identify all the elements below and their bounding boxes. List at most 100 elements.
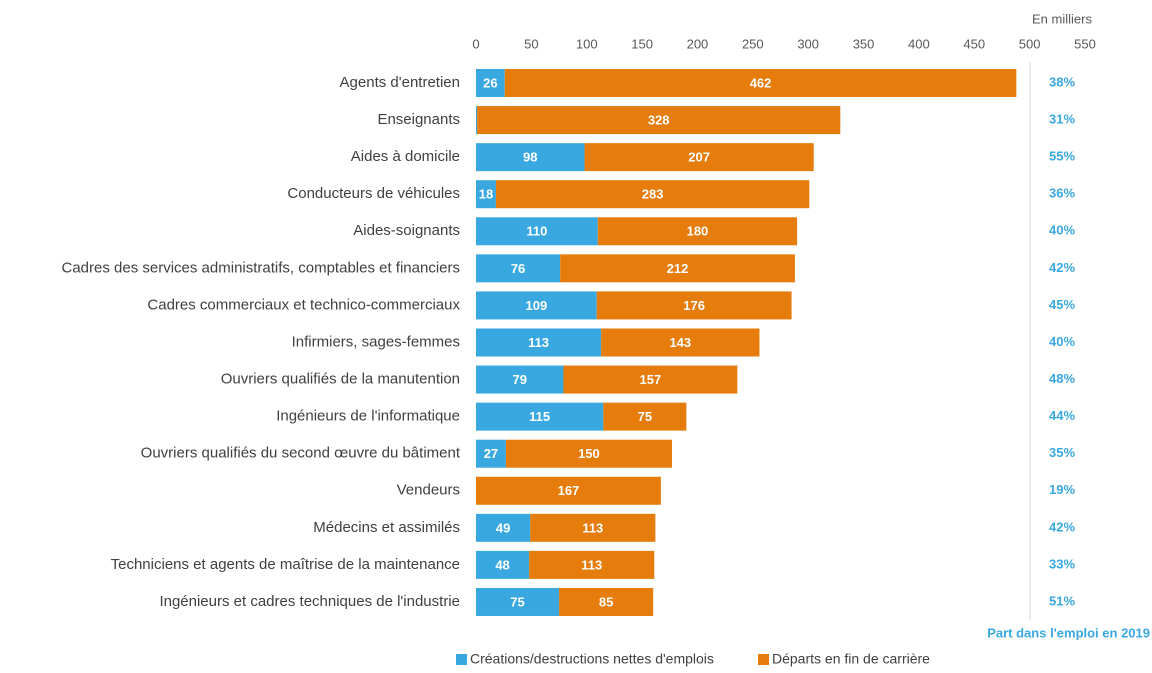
value-label: 207 [688,150,710,165]
category-label: Ingénieurs de l'informatique [276,408,460,425]
bar-segment [476,550,530,579]
category-label: Médecins et assimilés [313,519,460,536]
category-label: Cadres commerciaux et technico-commercia… [147,296,460,313]
category-label: Conducteurs de véhicules [287,185,460,202]
value-label: 462 [750,75,772,90]
x-tick-label: 500 [1019,36,1041,51]
x-tick-label: 200 [687,36,709,51]
unit-label: En milliers [1032,11,1092,26]
bar-segment [530,513,656,542]
legend-swatch [758,654,769,665]
value-label: 113 [582,520,603,535]
x-tick-label: 400 [908,36,930,51]
bar-segment [601,328,760,357]
bar-segment [476,587,560,616]
share-label: 45% [1049,297,1075,312]
value-label: 79 [513,372,527,387]
bar-segment [476,254,561,283]
category-label: Vendeurs [397,482,460,499]
bar-segment [603,402,687,431]
bar-segment [476,291,597,320]
value-label: 113 [581,557,602,572]
category-label: Cadres des services administratifs, comp… [62,259,461,276]
share-label: 31% [1049,112,1075,127]
category-label: Enseignants [377,111,460,128]
value-label: 328 [648,113,670,128]
value-label: 212 [667,261,689,276]
bar-segment [476,365,564,394]
category-label: Aides à domicile [351,148,460,165]
value-label: 113 [528,335,549,350]
bar-segment [476,328,602,357]
bar-segment [596,291,792,320]
category-label: Techniciens et agents de maîtrise de la … [111,556,460,573]
value-label: 150 [578,446,600,461]
value-label: 48 [495,557,509,572]
bar-segment [559,587,654,616]
value-label: 283 [642,187,664,202]
bar-segment [563,365,738,394]
share-label: 40% [1049,223,1075,238]
share-label: 35% [1049,445,1075,460]
bar-segment [495,180,810,209]
legend-label: Départs en fin de carrière [772,651,930,667]
share-label: 48% [1049,371,1075,386]
bar-segment [476,106,478,135]
legend-swatch [456,654,467,665]
value-label: 26 [483,75,497,90]
category-label: Agents d'entretien [340,74,460,91]
x-tick-label: 50 [524,36,538,51]
x-tick-label: 300 [797,36,819,51]
category-label: Ouvriers qualifiés de la manutention [221,371,460,388]
bar-segment [504,69,1017,97]
category-label: Ouvriers qualifiés du second œuvre du bâ… [141,445,461,462]
value-label: 143 [669,335,691,350]
share-label: 19% [1049,482,1075,497]
value-label: 27 [484,446,498,461]
value-label: 98 [523,150,537,165]
value-label: 180 [687,224,709,239]
value-label: 49 [496,520,510,535]
bar-segment [477,106,841,135]
value-label: 115 [529,409,550,424]
share-label: 51% [1049,593,1075,608]
share-label: 33% [1049,556,1075,571]
bar-segment [476,69,505,97]
share-title: Part dans l'emploi en 2019 [987,625,1150,640]
value-label: 75 [638,409,652,424]
x-tick-label: 100 [576,36,598,51]
legend-label: Créations/destructions nettes d'emplois [470,651,714,667]
bar-segment [505,439,672,468]
bar-segment [584,143,814,172]
bar-segment [597,217,798,246]
bar-segment [476,439,506,468]
value-label: 167 [558,483,580,498]
bar-segment [476,217,598,246]
value-label: 176 [683,298,705,313]
category-label: Infirmiers, sages-femmes [292,333,460,350]
x-tick-label: 0 [472,36,479,51]
value-label: 18 [479,187,493,202]
category-label: Ingénieurs et cadres techniques de l'ind… [159,593,460,610]
x-tick-label: 550 [1074,36,1096,51]
value-label: 85 [599,594,613,609]
x-tick-label: 150 [631,36,653,51]
bar-segment [560,254,795,283]
bar-segment [476,476,661,505]
share-label: 40% [1049,334,1075,349]
value-label: 110 [526,224,547,239]
share-label: 42% [1049,519,1075,534]
bar-segment [476,513,531,542]
share-label: 44% [1049,408,1075,423]
bar-segment [476,402,604,431]
x-tick-label: 350 [853,36,875,51]
value-label: 76 [511,261,525,276]
bar-segment [476,143,585,172]
bar-segment [529,550,655,579]
category-label: Aides-soignants [353,222,460,239]
bar-segment [476,180,496,209]
value-label: 109 [525,298,547,313]
share-label: 36% [1049,186,1075,201]
share-label: 38% [1049,74,1075,89]
